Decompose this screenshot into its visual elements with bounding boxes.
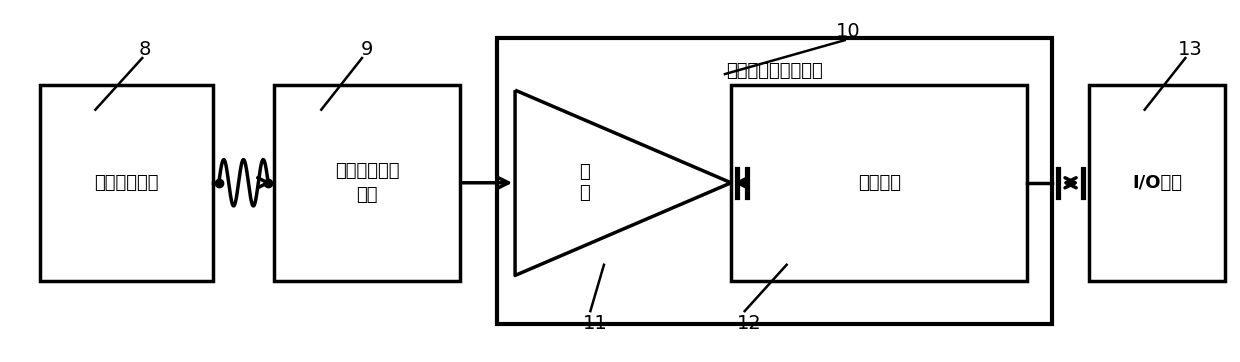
Text: 平面等角螺旋
天线: 平面等角螺旋 天线 [335, 162, 399, 203]
Text: 放
大: 放 大 [579, 163, 589, 202]
Text: I/O串口: I/O串口 [1132, 174, 1182, 192]
Bar [274, 85, 460, 281]
Text: 12: 12 [738, 314, 763, 333]
Text: 13: 13 [1178, 39, 1203, 59]
Bar [1089, 85, 1225, 281]
Text: 9: 9 [361, 39, 373, 59]
Text: 峰值采集: 峰值采集 [858, 174, 900, 192]
Bar [40, 85, 212, 281]
Text: 11: 11 [583, 314, 608, 333]
Text: 10: 10 [836, 22, 861, 41]
Bar [496, 38, 1052, 324]
Text: 特高频信号处理电路: 特高频信号处理电路 [725, 62, 822, 80]
Text: 8: 8 [139, 39, 151, 59]
Text: 局部放电信号: 局部放电信号 [94, 174, 159, 192]
Bar [732, 85, 1028, 281]
